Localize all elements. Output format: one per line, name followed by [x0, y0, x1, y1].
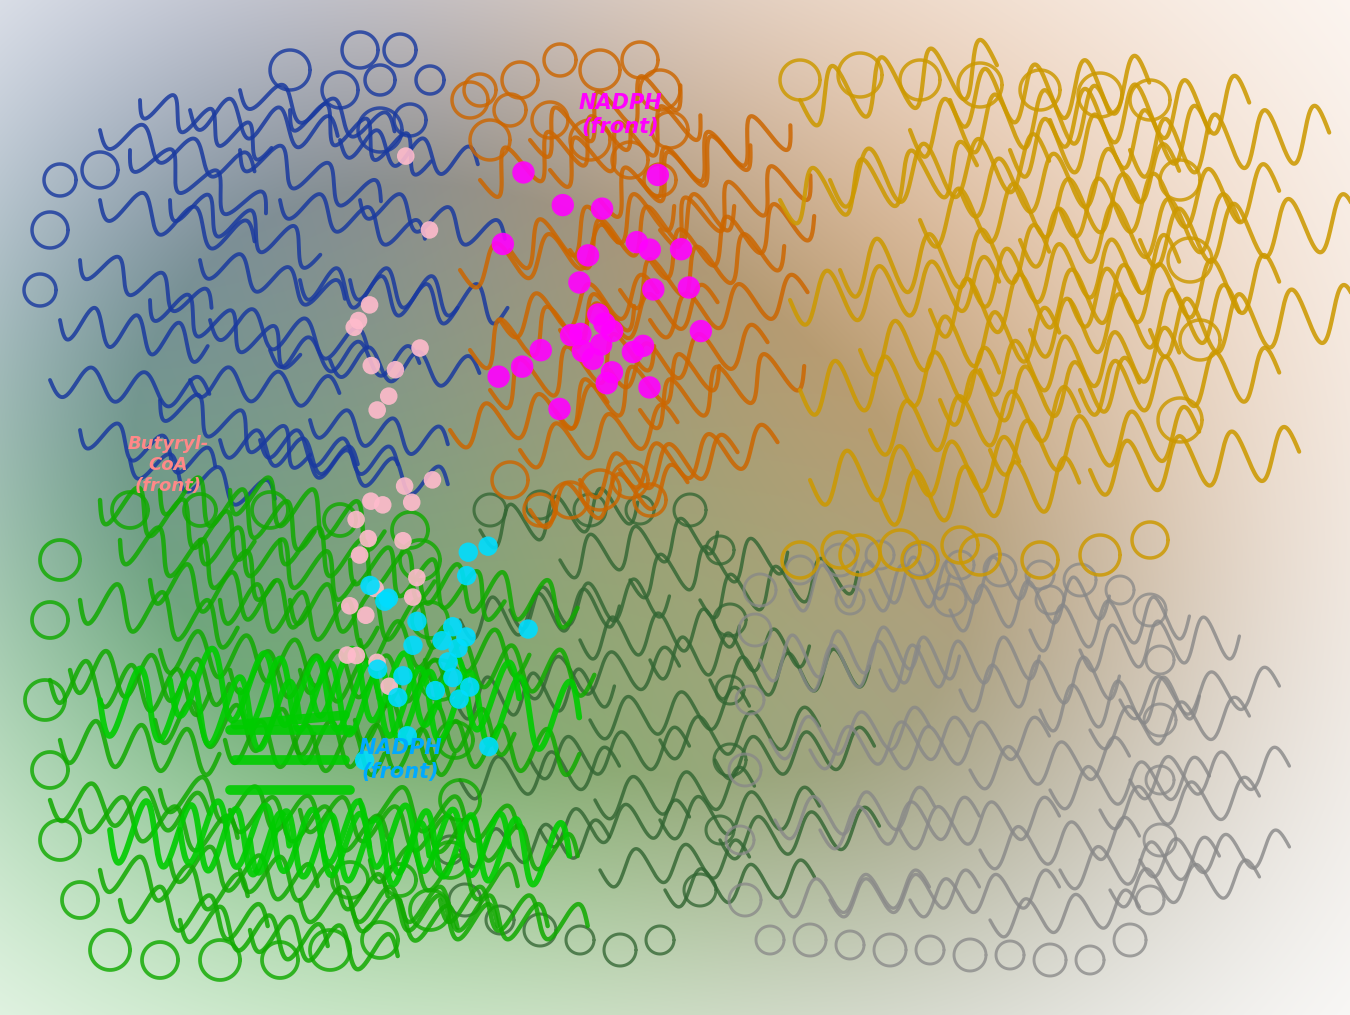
Point	[531, 342, 552, 358]
Point	[366, 655, 387, 671]
Point	[401, 494, 423, 511]
Point	[348, 547, 370, 563]
Point	[397, 728, 418, 744]
Point	[690, 323, 711, 339]
Point	[387, 689, 409, 705]
Point	[402, 589, 424, 605]
Point	[647, 166, 668, 183]
Point	[622, 344, 644, 360]
Point	[346, 512, 367, 528]
Point	[560, 327, 582, 343]
Point	[512, 358, 533, 375]
Point	[455, 629, 477, 646]
Point	[459, 679, 481, 695]
Point	[552, 197, 574, 213]
Point	[678, 279, 699, 295]
Point	[601, 323, 622, 339]
Point	[360, 357, 382, 374]
Point	[478, 739, 500, 755]
Point	[378, 388, 400, 404]
Point	[373, 496, 394, 513]
Point	[346, 648, 367, 664]
Point	[447, 640, 468, 657]
Point	[378, 678, 400, 694]
Point	[441, 618, 463, 634]
Point	[364, 581, 386, 597]
Point	[392, 533, 413, 549]
Point	[487, 368, 509, 385]
Point	[367, 661, 389, 677]
Point	[578, 248, 599, 264]
Point	[570, 326, 591, 342]
Point	[421, 472, 443, 488]
Point	[348, 313, 370, 329]
Point	[402, 637, 424, 654]
Text: NADPH
(front): NADPH (front)	[578, 93, 662, 137]
Point	[594, 316, 616, 332]
Point	[406, 569, 428, 586]
Point	[385, 361, 406, 378]
Point	[517, 621, 539, 637]
Point	[491, 235, 513, 252]
Point	[336, 647, 358, 663]
Point	[513, 164, 535, 181]
Point	[632, 338, 653, 354]
Point	[339, 598, 360, 614]
Point	[396, 148, 417, 164]
Point	[409, 340, 431, 356]
Point	[639, 242, 660, 258]
Point	[394, 478, 416, 494]
Point	[354, 752, 375, 768]
Point	[359, 296, 381, 313]
Point	[418, 222, 440, 239]
Point	[670, 242, 691, 258]
Point	[582, 350, 603, 366]
Point	[358, 531, 379, 547]
Point	[355, 607, 377, 623]
Point	[360, 493, 382, 510]
Point	[456, 567, 478, 584]
Point	[601, 364, 622, 381]
Point	[374, 593, 396, 609]
Point	[366, 402, 387, 418]
Point	[548, 401, 570, 417]
Point	[626, 234, 648, 251]
Point	[639, 380, 660, 396]
Text: NADPH
(front): NADPH (front)	[358, 738, 441, 782]
Point	[595, 376, 617, 392]
Point	[406, 613, 428, 629]
Point	[591, 201, 613, 217]
Point	[431, 632, 452, 649]
Point	[568, 274, 590, 290]
Point	[378, 590, 400, 606]
Point	[359, 578, 381, 594]
Point	[458, 544, 479, 560]
Point	[590, 336, 612, 352]
Point	[448, 691, 470, 707]
Point	[437, 654, 459, 670]
Point	[343, 319, 364, 335]
Point	[572, 343, 594, 359]
Point	[424, 682, 446, 698]
Point	[478, 538, 500, 554]
Point	[441, 670, 463, 686]
Text: Butyryl-
CoA
(front): Butyryl- CoA (front)	[127, 435, 209, 494]
Point	[587, 307, 609, 323]
Point	[643, 281, 664, 297]
Point	[392, 668, 413, 684]
